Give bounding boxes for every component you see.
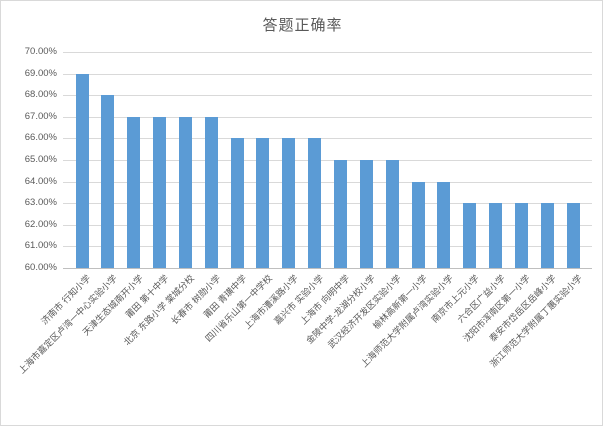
y-axis-tick-label: 60.00% bbox=[24, 262, 57, 273]
gridline bbox=[63, 95, 592, 96]
chart-title: 答题正确率 bbox=[262, 17, 343, 34]
bar bbox=[567, 203, 580, 268]
bar bbox=[437, 182, 450, 268]
gridline bbox=[63, 160, 592, 161]
gridline bbox=[63, 203, 592, 204]
bar bbox=[515, 203, 528, 268]
bar bbox=[231, 138, 244, 268]
gridline bbox=[63, 117, 592, 118]
y-axis-tick-label: 62.00% bbox=[24, 219, 57, 230]
x-axis-category-label: 上海市嘉定区卢湾一中心实验小学 bbox=[16, 273, 119, 376]
y-axis-tick-label: 69.00% bbox=[24, 68, 57, 79]
y-axis-tick-label: 66.00% bbox=[24, 132, 57, 143]
y-axis-tick-label: 64.00% bbox=[24, 176, 57, 187]
bar bbox=[205, 117, 218, 268]
bar bbox=[360, 160, 373, 268]
gridline bbox=[63, 74, 592, 75]
bar bbox=[256, 138, 269, 268]
bar bbox=[463, 203, 476, 268]
y-axis-tick-label: 67.00% bbox=[24, 111, 57, 122]
y-axis-tick-label: 61.00% bbox=[24, 240, 57, 251]
bar bbox=[153, 117, 166, 268]
bar bbox=[127, 117, 140, 268]
y-axis-tick-label: 65.00% bbox=[24, 154, 57, 165]
y-axis-tick-label: 70.00% bbox=[24, 46, 57, 57]
gridline bbox=[63, 246, 592, 247]
x-axis-line bbox=[63, 268, 592, 269]
bar bbox=[386, 160, 399, 268]
y-axis-tick-label: 63.00% bbox=[24, 197, 57, 208]
bar bbox=[412, 182, 425, 268]
bar bbox=[76, 74, 89, 268]
bar bbox=[489, 203, 502, 268]
gridline bbox=[63, 52, 592, 53]
bar bbox=[308, 138, 321, 268]
y-axis-tick-label: 68.00% bbox=[24, 89, 57, 100]
bar bbox=[101, 95, 114, 268]
gridline bbox=[63, 138, 592, 139]
gridline bbox=[63, 225, 592, 226]
bar bbox=[282, 138, 295, 268]
bar bbox=[541, 203, 554, 268]
gridline bbox=[63, 182, 592, 183]
bar bbox=[179, 117, 192, 268]
bar bbox=[334, 160, 347, 268]
